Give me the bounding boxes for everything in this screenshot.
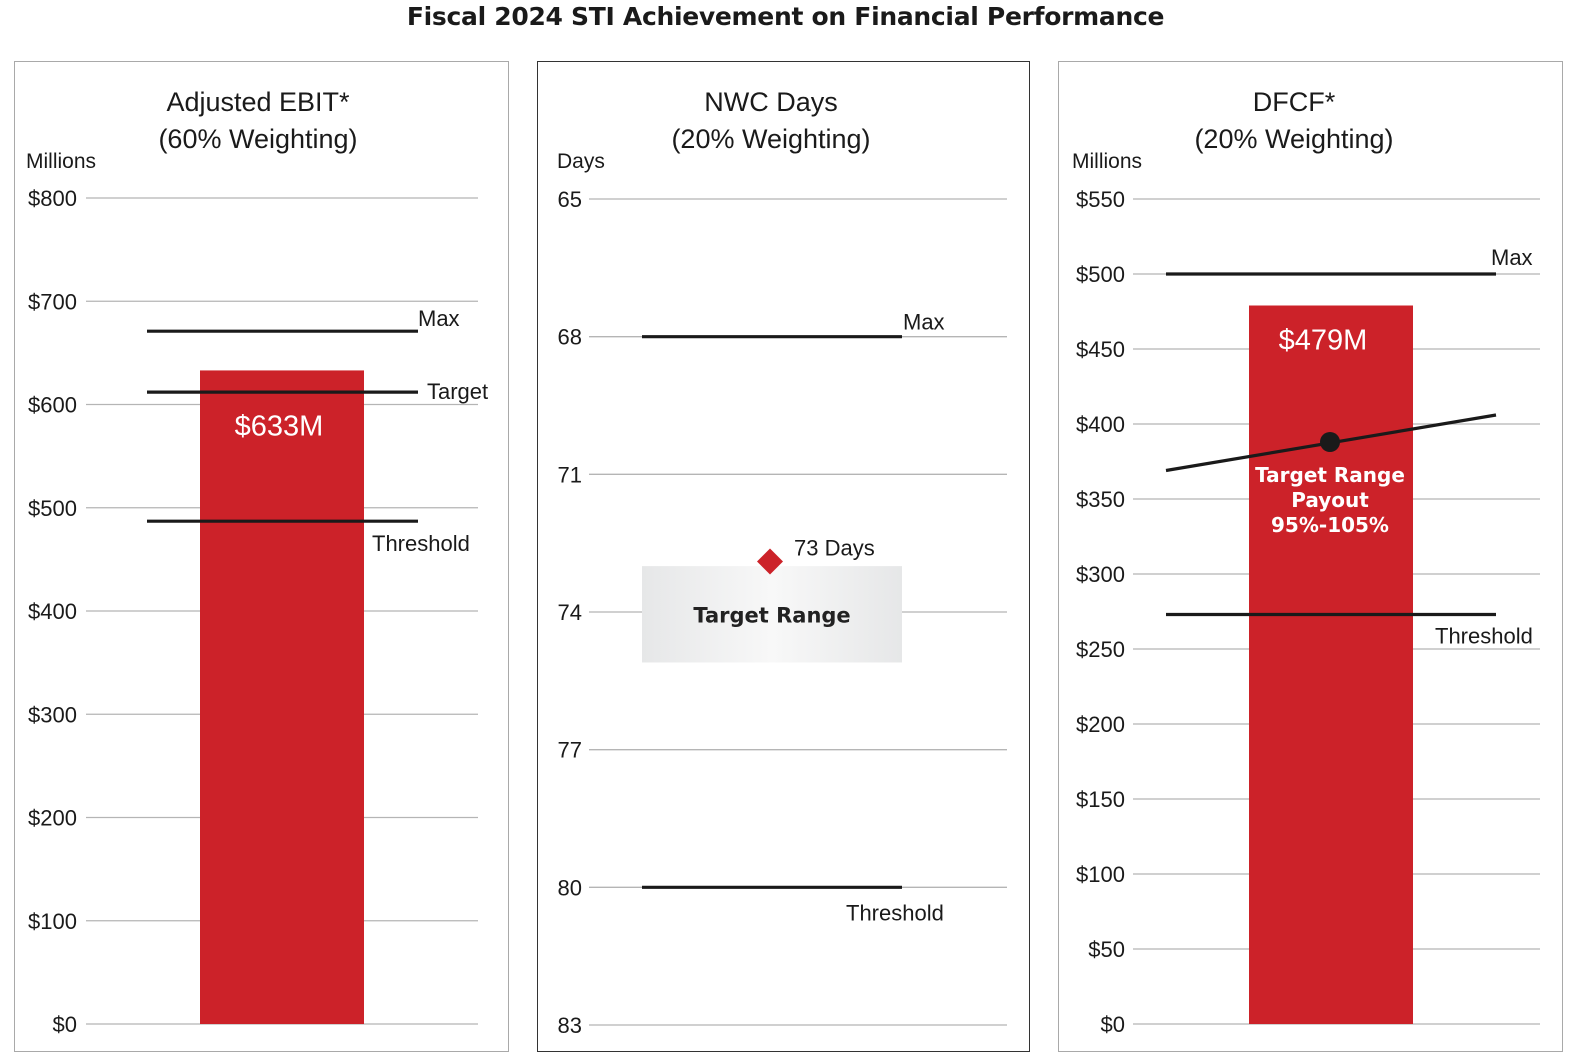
y-tick-label: $0 bbox=[1101, 1012, 1125, 1037]
chart-title: DFCF* bbox=[1253, 87, 1336, 117]
nwc-days-chart-panel: NWC Days (20% Weighting) Days 65 68 71 74 77 80 8… bbox=[537, 61, 1030, 1052]
y-tick-label: $550 bbox=[1076, 187, 1125, 212]
data-point-marker bbox=[757, 548, 783, 575]
y-tick-label: $300 bbox=[28, 702, 77, 727]
y-tick-label: $400 bbox=[1076, 412, 1125, 437]
chart-subtitle: (60% Weighting) bbox=[158, 124, 357, 154]
bar-value-label: $479M bbox=[1279, 325, 1368, 357]
target-range-payout-label: 95%-105% bbox=[1271, 513, 1389, 537]
y-tick-label: 80 bbox=[558, 875, 582, 900]
y-tick-label: $0 bbox=[53, 1012, 77, 1037]
y-tick-label: $800 bbox=[28, 186, 77, 211]
y-tick-label: $100 bbox=[28, 909, 77, 934]
y-tick-label: $700 bbox=[28, 289, 77, 314]
adjusted-ebit-chart-panel: Adjusted EBIT* (60% Weighting) Millions $0 $… bbox=[14, 61, 509, 1052]
dfcf-chart: DFCF* (20% Weighting) Millions $0 $50 $100 $15… bbox=[1072, 87, 1540, 1037]
target-range-label: Target Range bbox=[693, 603, 850, 627]
y-tick-label: 77 bbox=[558, 738, 582, 763]
chart-title: Adjusted EBIT* bbox=[166, 87, 350, 117]
reference-label-threshold: Threshold bbox=[372, 531, 470, 556]
page-title: Fiscal 2024 STI Achievement on Financial… bbox=[406, 2, 1165, 31]
bar-value-label: $633M bbox=[235, 410, 324, 442]
chart-title: NWC Days bbox=[704, 87, 838, 117]
target-range-payout-label: Target Range bbox=[1255, 463, 1405, 487]
y-axis-unit-label: Millions bbox=[26, 150, 96, 173]
data-point-label: 73 Days bbox=[794, 536, 875, 561]
target-range-payout-label: Payout bbox=[1291, 488, 1369, 512]
y-tick-label: $50 bbox=[1088, 937, 1125, 962]
reference-label-max: Max bbox=[418, 306, 460, 331]
y-tick-label: 83 bbox=[558, 1013, 582, 1038]
chart-subtitle: (20% Weighting) bbox=[671, 124, 870, 154]
reference-label-threshold: Threshold bbox=[1435, 624, 1533, 649]
reference-label-max: Max bbox=[1491, 245, 1533, 270]
y-tick-label: 74 bbox=[558, 600, 582, 625]
y-tick-label: $100 bbox=[1076, 862, 1125, 887]
y-tick-label: 65 bbox=[558, 187, 582, 212]
y-tick-label: $150 bbox=[1076, 787, 1125, 812]
y-tick-label: $500 bbox=[28, 496, 77, 521]
nwc-days-chart: NWC Days (20% Weighting) Days 65 68 71 74 77 80 8… bbox=[557, 87, 1007, 1038]
reference-label-max: Max bbox=[903, 310, 945, 335]
y-tick-label: $350 bbox=[1076, 487, 1125, 512]
y-tick-label: $450 bbox=[1076, 337, 1125, 362]
y-tick-label: 68 bbox=[558, 325, 582, 350]
y-axis-unit-label: Days bbox=[557, 150, 605, 173]
adjusted-ebit-chart: Adjusted EBIT* (60% Weighting) Millions $0 $… bbox=[26, 87, 488, 1037]
reference-label-target: Target bbox=[427, 379, 488, 404]
bar-dfcf bbox=[1249, 305, 1413, 1024]
dfcf-chart-panel: DFCF* (20% Weighting) Millions $0 $50 $100 $15… bbox=[1058, 61, 1563, 1052]
y-tick-label: $300 bbox=[1076, 562, 1125, 587]
target-range-payout-marker bbox=[1320, 432, 1340, 452]
y-tick-label: 71 bbox=[558, 462, 582, 487]
y-axis-unit-label: Millions bbox=[1072, 150, 1142, 173]
y-tick-label: $500 bbox=[1076, 262, 1125, 287]
reference-label-threshold: Threshold bbox=[846, 900, 944, 925]
y-tick-label: $200 bbox=[28, 806, 77, 831]
bar-adjusted-ebit bbox=[200, 370, 364, 1024]
y-tick-label: $400 bbox=[28, 599, 77, 624]
y-tick-label: $200 bbox=[1076, 712, 1125, 737]
y-tick-label: $250 bbox=[1076, 637, 1125, 662]
target-range-band bbox=[642, 566, 902, 663]
y-tick-label: $600 bbox=[28, 393, 77, 418]
chart-subtitle: (20% Weighting) bbox=[1194, 124, 1393, 154]
